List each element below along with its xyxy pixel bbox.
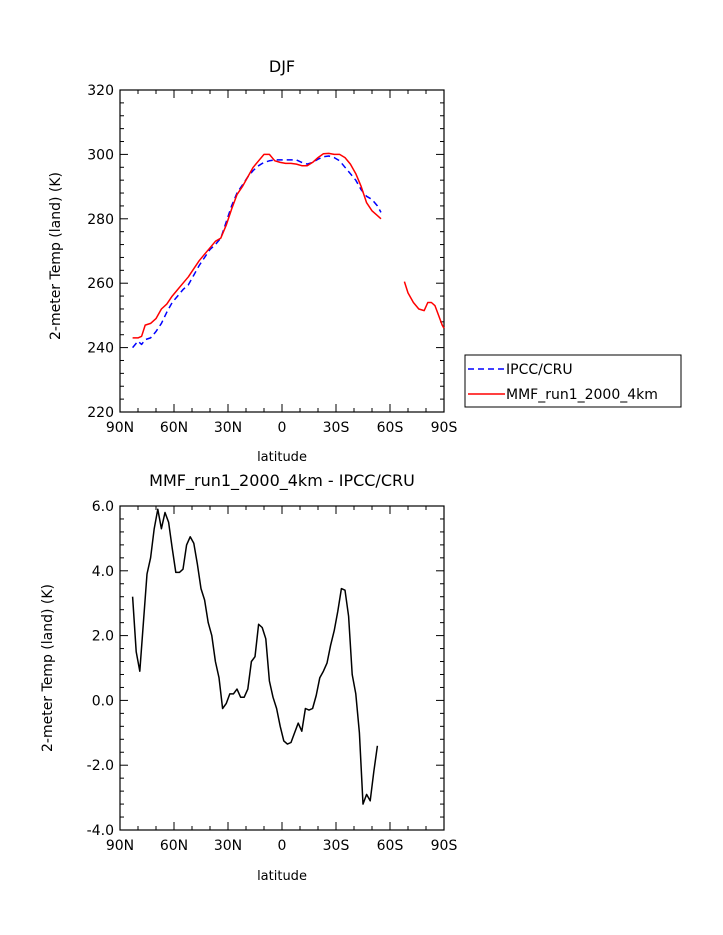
panel-djf: DJF 2-meter Temp (land) (K) latitude 90N… bbox=[48, 57, 682, 465]
x-tick-label: 60N bbox=[160, 420, 188, 436]
series-line-mmf-run1-2000-4km bbox=[132, 152, 382, 339]
x-tick-label: 0 bbox=[278, 420, 287, 436]
y-tick-label: -2.0 bbox=[87, 758, 114, 774]
legend-label-ipcc: IPCC/CRU bbox=[506, 362, 573, 378]
x-tick-label: 90N bbox=[106, 838, 134, 854]
plot-frame bbox=[119, 89, 445, 413]
y-tick-label: 4.0 bbox=[92, 564, 114, 580]
x-tick-label: 30N bbox=[214, 838, 242, 854]
series-line-difference bbox=[131, 508, 379, 805]
legend-label-mmf: MMF_run1_2000_4km bbox=[506, 387, 658, 403]
y-tick-label: 2.0 bbox=[92, 629, 114, 645]
y-tick-label: 0.0 bbox=[92, 693, 114, 709]
y-tick-label: 260 bbox=[87, 276, 114, 292]
x-tick-label: 60S bbox=[377, 420, 404, 436]
y-tick-label: 280 bbox=[87, 212, 114, 228]
x-tick-label: 0 bbox=[278, 838, 287, 854]
x-tick-label: 30S bbox=[323, 420, 350, 436]
series-line-ipcc-cru bbox=[132, 155, 382, 349]
series-group bbox=[132, 152, 445, 349]
x-tick-label: 60N bbox=[160, 838, 188, 854]
series-group bbox=[131, 508, 379, 805]
chart-title: MMF_run1_2000_4km - IPCC/CRU bbox=[149, 471, 415, 491]
y-tick-label: -4.0 bbox=[87, 823, 114, 839]
x-tick-label: 30S bbox=[323, 838, 350, 854]
y-tick-label: 240 bbox=[87, 341, 114, 357]
chart-title: DJF bbox=[269, 57, 295, 76]
plot-frame bbox=[119, 505, 445, 831]
y-tick-label: 300 bbox=[87, 147, 114, 163]
y-axis-label: 2-meter Temp (land) (K) bbox=[48, 172, 64, 340]
x-axis-label: latitude bbox=[257, 450, 307, 465]
panel-difference: MMF_run1_2000_4km - IPCC/CRU 2-meter Tem… bbox=[40, 471, 457, 884]
axis-ticks: 90N 60N 30N 0 30S 60S 90S -4.0 -2.0 0.0 2.0 4.0 6.0 bbox=[87, 499, 458, 854]
y-tick-label: 6.0 bbox=[92, 499, 114, 515]
axis-ticks: 90N 60N 30N 0 30S 60S 90S 220 240 260 280 300 320 bbox=[87, 83, 457, 436]
x-axis-label: latitude bbox=[257, 869, 307, 884]
x-tick-label: 90S bbox=[431, 420, 458, 436]
legend-box bbox=[464, 354, 682, 408]
x-tick-label: 90N bbox=[106, 420, 134, 436]
y-axis-label: 2-meter Temp (land) (K) bbox=[40, 584, 56, 752]
x-tick-label: 60S bbox=[377, 838, 404, 854]
x-tick-label: 90S bbox=[431, 838, 458, 854]
legend: IPCC/CRU MMF_run1_2000_4km bbox=[464, 354, 682, 408]
x-tick-label: 30N bbox=[214, 420, 242, 436]
series-line-mmf-run1-2000-4km bbox=[403, 281, 445, 329]
y-tick-label: 320 bbox=[87, 83, 114, 99]
y-tick-label: 220 bbox=[87, 405, 114, 421]
